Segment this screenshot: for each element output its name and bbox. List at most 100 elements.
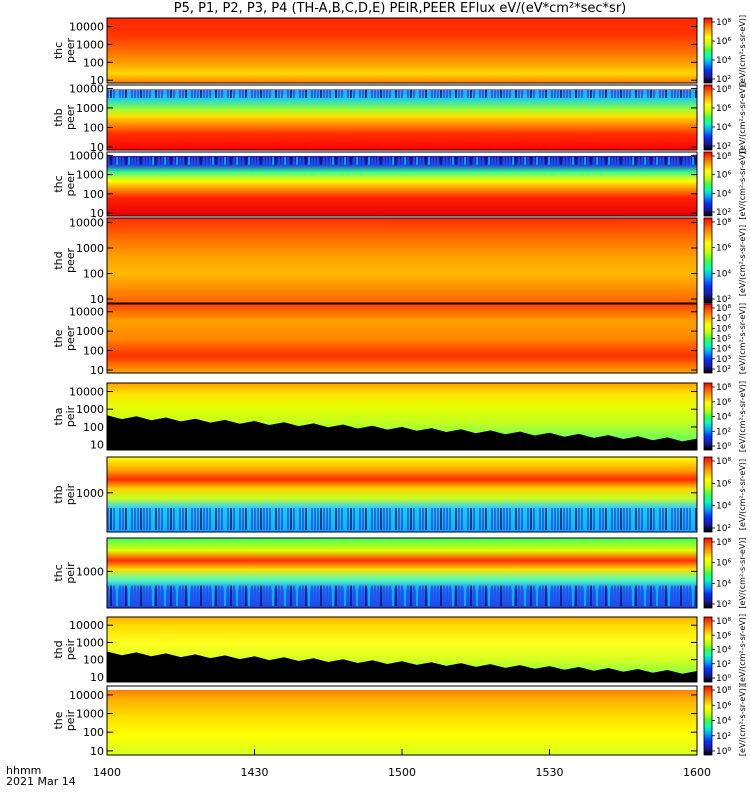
- y-tick-label: 10000: [69, 149, 104, 162]
- colorbar-label: [eV/(cm²-s-sr-eV)]: [738, 82, 747, 153]
- colorbar: [703, 84, 713, 151]
- panel-ylabel: peer: [64, 171, 77, 197]
- colorbar: [703, 616, 713, 683]
- panel-ylabel: peer: [64, 326, 77, 352]
- colorbar-tick-label: 10²: [716, 427, 731, 437]
- panel-ylabel: peir: [64, 562, 77, 584]
- panel-frame: [106, 616, 698, 683]
- y-tick-label: 100: [83, 268, 104, 281]
- colorbar-tick-label: 10²: [716, 732, 731, 742]
- y-tick-label: 10: [90, 293, 104, 306]
- panel-frame: [106, 303, 698, 374]
- panel-ylabel: peir: [64, 709, 77, 731]
- y-tick-label: 10000: [69, 619, 104, 632]
- data-gap: [107, 686, 697, 690]
- panel-frame: [106, 151, 698, 217]
- colorbar-tick-label: 10⁶: [716, 104, 731, 114]
- colorbar-tick-label: 10⁸: [716, 85, 731, 95]
- panel-ylabel: peer: [64, 38, 77, 64]
- x-tick-label: 1600: [683, 766, 711, 779]
- colorbar-tick-label: 10⁰: [716, 674, 731, 684]
- chart-title: P5, P1, P2, P3, P4 (TH-A,B,C,D,E) PEIR,P…: [173, 1, 627, 16]
- colorbar-tick-label: 10⁸: [716, 18, 731, 28]
- y-tick-label: 10: [90, 207, 104, 220]
- y-tick-label: 100: [83, 654, 104, 667]
- panel-ylabel: thb: [52, 108, 65, 126]
- panel-ylabel: thd: [52, 251, 65, 269]
- x-axis-labels: hhmm 2021 Mar 14: [6, 765, 76, 787]
- panel-ylabel: thc: [52, 42, 65, 59]
- x-tick-label: 1500: [388, 766, 416, 779]
- colorbar-label: [eV/(cm²-s-sr-eV)]: [738, 614, 747, 685]
- y-tick-label: 10: [90, 439, 104, 452]
- colorbar-tick-label: 10⁶: [716, 171, 731, 181]
- colorbar-tick-label: 10⁶: [716, 324, 731, 334]
- y-tick-label: 1000: [76, 102, 104, 115]
- panel-8: 1000 thc peir 10² 10⁴ 10⁶ 10⁸ [eV/(cm²-s-sr-eV)…: [52, 537, 747, 610]
- panel-ylabel: peir: [64, 483, 77, 505]
- colorbar-tick-label: 10²: [716, 142, 731, 152]
- y-tick-label: 10000: [69, 689, 104, 702]
- y-tick-label: 1000: [76, 38, 104, 51]
- y-tick-label: 1000: [76, 325, 104, 338]
- y-tick-label: 100: [83, 188, 104, 201]
- noise-band: [107, 508, 697, 530]
- y-tick-label: 1000: [76, 403, 104, 416]
- colorbar-tick-label: 10²: [716, 660, 731, 670]
- colorbar: [703, 17, 713, 84]
- panel-2: 10 100 1000 10000 thb peer 10² 10⁴ 10⁶ 10⁸ [eV/(cm…: [52, 82, 747, 154]
- panel-5: 10 100 1000 10000 the peer 10²10³10⁴10⁵10⁶10⁷1…: [52, 303, 747, 377]
- data-gap: [107, 85, 697, 89]
- x-axis-format-label: hhmm: [6, 764, 42, 777]
- y-tick-label: 10: [90, 745, 104, 758]
- colorbar-tick-label: 10⁸: [716, 304, 731, 314]
- noise-band: [107, 157, 697, 165]
- panel-ylabel: peir: [64, 638, 77, 660]
- colorbar-tick-label: 10⁴: [716, 413, 731, 423]
- panel-frame: [106, 217, 698, 304]
- colorbar-tick-label: 10⁸: [716, 383, 731, 393]
- panel-frame: [106, 84, 698, 151]
- panel-3: 10 100 1000 10000 thc peer 10² 10⁴ 10⁶ 10⁸ [eV/(cm…: [52, 148, 747, 220]
- y-tick-label: 100: [83, 121, 104, 134]
- colorbar-tick-label: 10⁸: [716, 457, 731, 467]
- panel-frame: [106, 537, 698, 609]
- colorbar-tick-label: 10⁴: [716, 502, 731, 512]
- y-tick-label: 1000: [76, 169, 104, 182]
- colorbar-tick-label: 10⁸: [716, 538, 731, 548]
- colorbar-label: [eV/(cm²-s-sr-eV)]: [738, 685, 747, 756]
- colorbar-tick-label: 10⁴: [716, 189, 731, 199]
- colorbar-tick-label: 10²: [716, 75, 731, 85]
- y-tick-label: 10000: [69, 385, 104, 398]
- colorbar-tick-label: 10⁸: [716, 152, 731, 162]
- y-tick-label: 1000: [76, 708, 104, 721]
- colorbar-tick-label: 10⁸: [716, 686, 731, 696]
- noise-band: [107, 90, 697, 98]
- y-tick-label: 100: [83, 56, 104, 69]
- x-tick-label: 1430: [241, 766, 269, 779]
- x-tick-label: 1400: [93, 766, 121, 779]
- panel-ylabel: thc: [52, 175, 65, 192]
- colorbar-label: [eV/(cm²-s-sr-eV)]: [738, 225, 747, 296]
- colorbar-tick-label: 10²: [716, 600, 731, 610]
- y-tick-label: 1000: [76, 636, 104, 649]
- panel-frame: [106, 382, 698, 451]
- panel-ylabel: peir: [64, 405, 77, 427]
- colorbar-tick-label: 10²: [716, 295, 731, 305]
- panel-ylabel: peer: [64, 105, 77, 131]
- panel-ylabel: the: [52, 329, 65, 347]
- colorbar: [703, 303, 713, 374]
- colorbar: [703, 382, 713, 451]
- colorbar-tick-label: 10⁶: [716, 398, 731, 408]
- colorbar-tick-label: 10⁸: [716, 218, 731, 228]
- colorbar: [703, 685, 713, 756]
- y-tick-label: 1000: [76, 487, 104, 500]
- colorbar-tick-label: 10⁴: [716, 123, 731, 133]
- panel-frame: [106, 17, 698, 84]
- below-threshold-region: [107, 415, 697, 450]
- colorbar-tick-label: 10⁰: [716, 747, 731, 757]
- colorbar-tick-label: 10⁷: [716, 314, 731, 324]
- colorbar-tick-label: 10⁰: [716, 442, 731, 452]
